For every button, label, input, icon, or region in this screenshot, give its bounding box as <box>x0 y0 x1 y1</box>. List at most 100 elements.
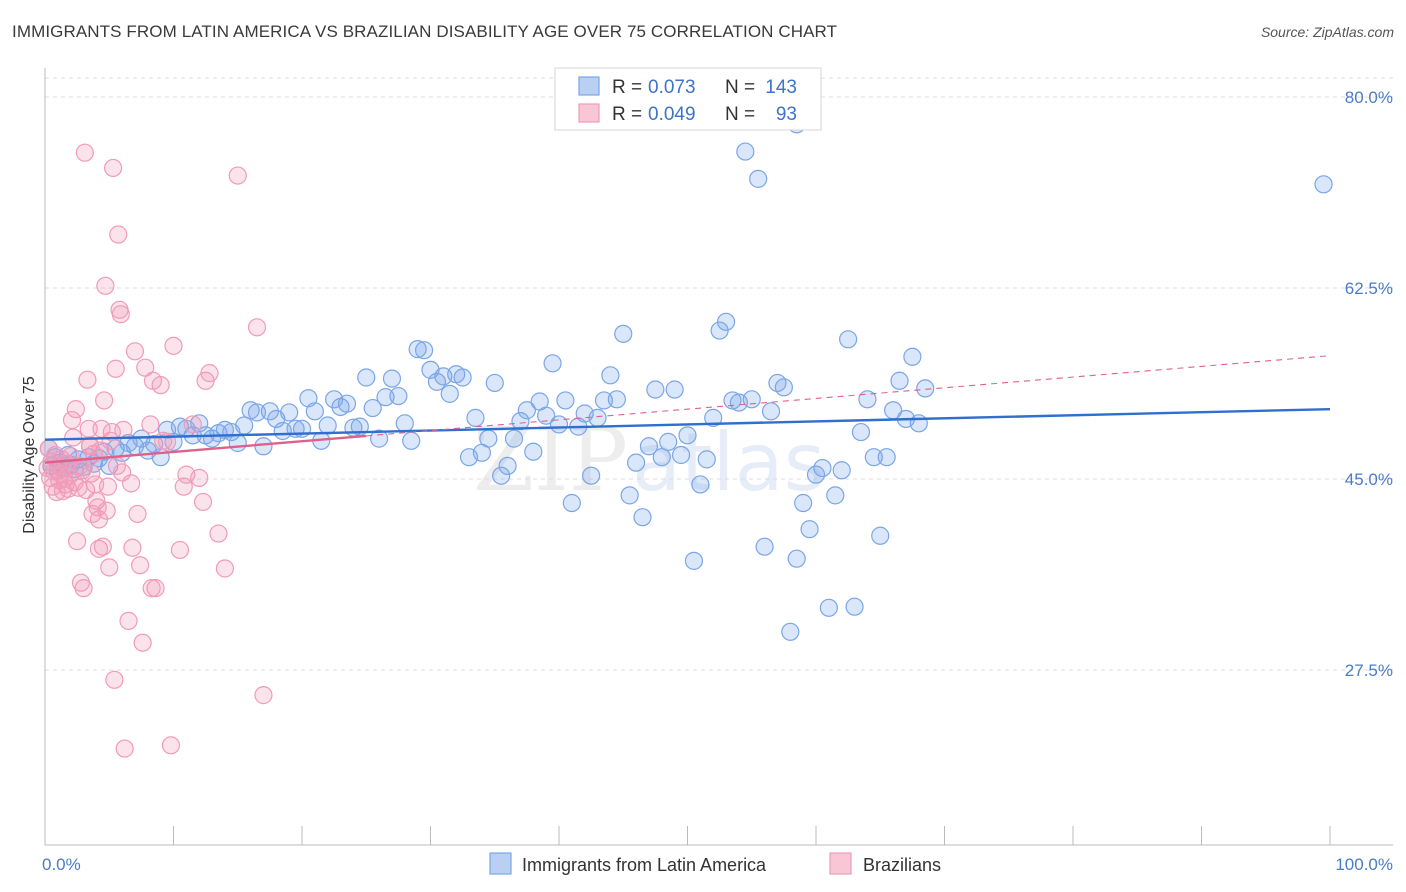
legend-n-label: N = <box>725 77 755 98</box>
data-point <box>130 556 150 575</box>
data-point <box>254 437 273 456</box>
watermark-atlas: atlas <box>632 416 825 509</box>
legend-r-label: R = <box>612 77 642 98</box>
data-point <box>761 402 781 421</box>
data-point <box>414 341 434 360</box>
data-point <box>626 453 646 472</box>
data-point <box>671 445 691 465</box>
legend-swatch-blue <box>578 76 600 96</box>
data-point <box>254 686 273 705</box>
chart-title: IMMIGRANTS FROM LATIN AMERICA VS BRAZILI… <box>12 22 838 41</box>
data-point <box>305 402 324 421</box>
data-point <box>639 437 659 456</box>
y-tick-label: 80.0% <box>1345 88 1393 107</box>
source-label: Source: ZipAtlas.com <box>1260 24 1394 40</box>
data-point <box>537 406 556 425</box>
data-point <box>395 414 414 433</box>
data-point <box>100 558 119 577</box>
data-point <box>74 579 93 598</box>
data-point <box>903 347 922 366</box>
data-point <box>408 340 427 359</box>
data-point <box>543 354 562 373</box>
data-point <box>678 426 697 445</box>
data-point <box>123 538 142 557</box>
data-point <box>864 448 883 467</box>
x-tick-label-min: 0.0% <box>42 855 81 874</box>
data-point <box>742 390 761 409</box>
data-point <box>839 330 858 349</box>
y-tick-label: 45.0% <box>1345 470 1393 489</box>
data-point <box>504 429 524 448</box>
data-point <box>247 318 267 337</box>
data-point <box>97 501 116 520</box>
data-point <box>125 342 145 361</box>
data-point <box>736 142 755 161</box>
bottom-legend-label: Brazilians <box>863 855 941 875</box>
data-point <box>190 468 209 488</box>
data-point <box>389 386 408 406</box>
data-point <box>607 390 626 409</box>
data-point <box>453 368 472 387</box>
data-point <box>102 422 121 442</box>
data-point <box>114 420 133 439</box>
data-point <box>104 158 123 178</box>
data-point <box>646 380 665 399</box>
data-point <box>704 408 723 427</box>
tick-labels: 80.0% 62.5% 45.0% 27.5% 0.0% 100.0% <box>42 88 1393 874</box>
data-point <box>588 408 607 427</box>
data-point <box>466 408 485 427</box>
data-point <box>524 442 543 461</box>
data-point <box>66 400 85 419</box>
data-point <box>142 579 161 598</box>
data-point <box>691 475 710 494</box>
trend-lines <box>44 355 1331 464</box>
data-point <box>492 466 511 485</box>
data-point <box>806 465 826 484</box>
data-point <box>787 549 806 568</box>
data-point <box>594 391 614 410</box>
data-point <box>98 477 118 496</box>
data-point <box>337 394 357 413</box>
data-point <box>164 336 183 355</box>
data-point <box>146 579 165 598</box>
data-point <box>78 370 97 389</box>
data-point <box>440 384 459 403</box>
data-point <box>247 403 267 422</box>
data-point <box>620 486 639 505</box>
data-point <box>235 416 254 435</box>
x-tick-label-max: 100.0% <box>1335 855 1393 874</box>
data-point <box>819 598 838 617</box>
data-point <box>562 493 581 513</box>
data-point <box>382 369 402 388</box>
y-tick-label: 27.5% <box>1345 661 1393 680</box>
data-point <box>498 456 517 476</box>
data-point <box>652 448 671 467</box>
data-point <box>582 466 601 485</box>
data-point <box>684 551 704 570</box>
data-point <box>193 492 213 512</box>
data-point <box>95 391 114 410</box>
data-point <box>82 464 101 483</box>
data-point <box>659 432 678 451</box>
data-point <box>109 225 128 244</box>
data-point <box>228 433 247 453</box>
series-brazilians-points <box>38 143 273 758</box>
data-point <box>871 526 890 545</box>
data-point <box>200 364 219 383</box>
bottom-legend-swatch-pink <box>829 852 852 875</box>
data-point <box>774 378 793 397</box>
legend-swatch-pink <box>578 103 600 123</box>
data-point <box>68 532 87 551</box>
y-axis-label: Disability Age Over 75 <box>21 376 38 534</box>
legend-n-label: N = <box>725 104 755 125</box>
data-point <box>402 431 421 450</box>
data-point <box>749 169 768 188</box>
data-point <box>260 402 279 421</box>
data-point <box>781 622 800 641</box>
data-point <box>128 504 147 524</box>
data-point <box>851 422 871 442</box>
data-point <box>614 324 633 343</box>
data-point <box>890 371 909 390</box>
data-point <box>350 417 369 436</box>
